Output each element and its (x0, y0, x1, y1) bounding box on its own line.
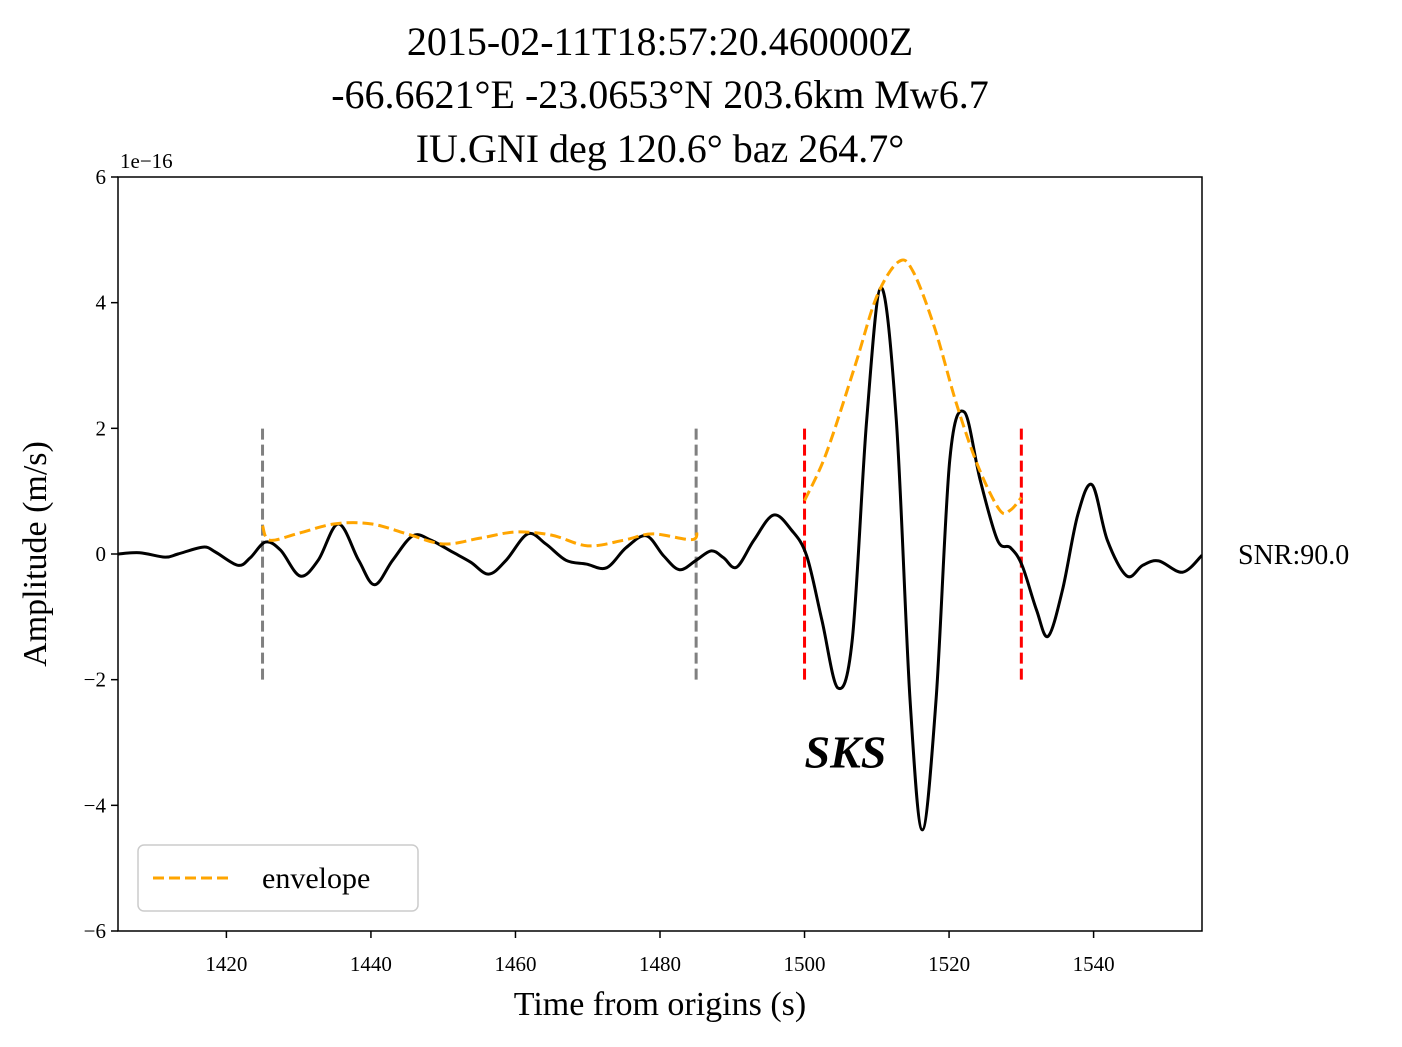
chart-title: IU.GNI deg 120.6° baz 264.7° (416, 126, 905, 171)
phase-label: SKS (805, 727, 887, 778)
y-tick-label: 6 (96, 165, 107, 189)
chart-title: 2015-02-11T18:57:20.460000Z (407, 19, 913, 64)
y-tick-label: 0 (96, 542, 107, 566)
x-tick-label: 1440 (350, 952, 392, 976)
x-tick-label: 1540 (1073, 952, 1115, 976)
x-tick-label: 1500 (784, 952, 826, 976)
x-tick-label: 1460 (494, 952, 536, 976)
x-tick-label: 1480 (639, 952, 681, 976)
data-line (118, 286, 1202, 832)
chart-title: -66.6621°E -23.0653°N 203.6km Mw6.7 (331, 72, 989, 117)
y-tick-label: −4 (84, 793, 107, 817)
y-offset-label: 1e−16 (120, 149, 173, 173)
y-tick-label: −6 (84, 919, 106, 943)
x-tick-label: 1520 (928, 952, 970, 976)
y-axis-label: Amplitude (m/s) (17, 441, 54, 667)
snr-label: SNR:90.0 (1238, 540, 1349, 571)
x-axis-label: Time from origins (s) (514, 986, 806, 1023)
y-tick-label: −2 (84, 668, 106, 692)
legend-box (137, 844, 419, 912)
x-tick-label: 1420 (205, 952, 247, 976)
legend-label: envelope (262, 862, 370, 895)
plot-frame (117, 176, 1203, 932)
y-tick-label: 4 (96, 291, 107, 315)
data-line (261, 258, 1023, 548)
y-tick-label: 2 (96, 416, 107, 440)
